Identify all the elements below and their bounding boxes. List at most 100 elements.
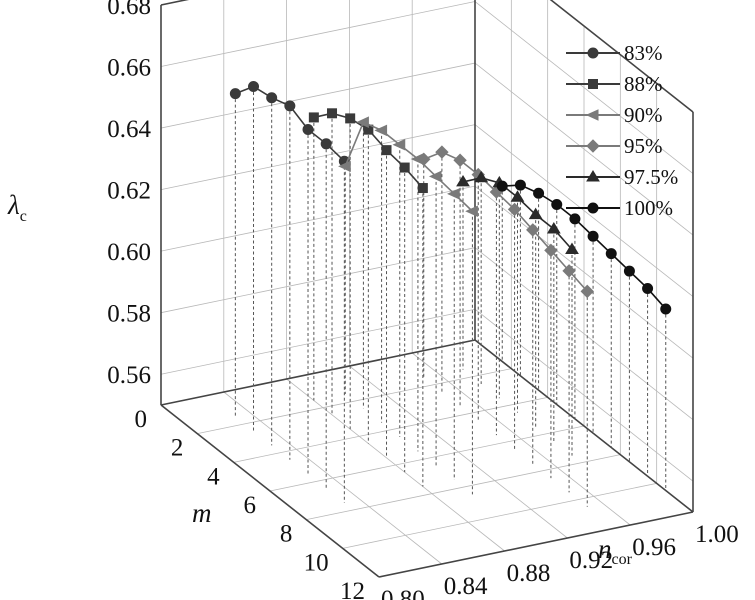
floor-grid-line bbox=[411, 352, 631, 526]
wall-grid-line bbox=[474, 247, 694, 421]
data-point bbox=[546, 222, 561, 234]
legend-label: 88% bbox=[624, 72, 663, 96]
data-point bbox=[453, 153, 467, 167]
legend-marker bbox=[588, 79, 598, 89]
data-point bbox=[642, 282, 654, 294]
data-point bbox=[327, 108, 338, 119]
floor-grid-line bbox=[197, 368, 512, 435]
frame-edge bbox=[474, 339, 694, 513]
floor-grid-line bbox=[233, 396, 548, 463]
z-tick-label: 0.56 bbox=[107, 362, 151, 389]
data-point bbox=[605, 248, 617, 260]
data-point bbox=[374, 124, 388, 137]
n-tick-label: 0.84 bbox=[444, 573, 488, 600]
data-point bbox=[308, 112, 319, 123]
m-tick-label: 12 bbox=[340, 578, 365, 600]
data-point bbox=[320, 138, 332, 150]
axis-labels: λc m ncor bbox=[7, 190, 633, 568]
data-point bbox=[587, 230, 599, 242]
floor-grid-line bbox=[269, 425, 585, 492]
data-point bbox=[465, 205, 478, 218]
data-point bbox=[392, 138, 406, 151]
wall-grid-line bbox=[160, 247, 476, 314]
wall-grid-line bbox=[160, 62, 476, 129]
legend-marker bbox=[586, 139, 600, 153]
frame-edge bbox=[160, 339, 476, 406]
z-axis-label: λc bbox=[7, 190, 27, 225]
data-point bbox=[428, 170, 442, 183]
data-point bbox=[528, 207, 543, 220]
data-point bbox=[266, 92, 278, 104]
floor-grid-line bbox=[223, 391, 443, 565]
chart-grid bbox=[160, 0, 694, 578]
data-point bbox=[356, 116, 369, 128]
data-point bbox=[496, 180, 508, 192]
data-point bbox=[456, 174, 470, 187]
data-point bbox=[565, 242, 579, 254]
data-point bbox=[229, 88, 241, 100]
data-point bbox=[533, 187, 545, 199]
data-point bbox=[551, 199, 563, 210]
frame-edge bbox=[549, 0, 694, 113]
series-group bbox=[229, 80, 672, 315]
data-point bbox=[435, 145, 449, 159]
data-point bbox=[345, 113, 356, 124]
n-axis-label: ncor bbox=[598, 534, 633, 568]
floor-grid-line bbox=[349, 365, 568, 539]
m-tick-label: 6 bbox=[244, 492, 257, 519]
data-point bbox=[447, 188, 460, 200]
chart-frame bbox=[160, 0, 694, 578]
frame-edge bbox=[160, 404, 380, 578]
z-tick-label: 0.64 bbox=[107, 116, 151, 143]
data-point bbox=[338, 160, 351, 173]
data-point bbox=[569, 213, 581, 225]
legend-label: 95% bbox=[624, 134, 663, 158]
z-tick-label: 0.66 bbox=[107, 55, 151, 82]
legend-label: 90% bbox=[624, 103, 663, 127]
legend-label: 97.5% bbox=[624, 165, 678, 189]
data-point bbox=[544, 243, 558, 258]
legend-marker bbox=[587, 202, 599, 214]
z-tick-label: 0.62 bbox=[107, 178, 151, 205]
wall-grid-line bbox=[160, 185, 476, 252]
wall-grid-line bbox=[160, 124, 476, 191]
data-point bbox=[399, 162, 410, 173]
floor-grid-line bbox=[342, 482, 657, 549]
data-point bbox=[284, 100, 296, 112]
data-point bbox=[660, 303, 672, 315]
z-tick-label: 0.60 bbox=[107, 239, 151, 266]
data-point bbox=[526, 223, 540, 237]
legend-label: 83% bbox=[624, 41, 663, 65]
drop-lines bbox=[234, 86, 667, 507]
z-tick-label: 0.68 bbox=[107, 0, 151, 20]
n-tick-label: 0.88 bbox=[507, 560, 551, 587]
legend-marker bbox=[587, 47, 599, 59]
floor-grid-line bbox=[306, 454, 621, 521]
frame-edge bbox=[160, 0, 190, 6]
data-point bbox=[514, 179, 526, 191]
legend-marker bbox=[586, 170, 600, 182]
m-tick-label: 4 bbox=[207, 463, 220, 490]
legend-label: 100% bbox=[624, 196, 673, 220]
data-point bbox=[302, 123, 314, 135]
m-tick-label: 2 bbox=[171, 435, 184, 462]
m-tick-label: 10 bbox=[304, 549, 329, 576]
n-tick-label: 0.96 bbox=[632, 534, 676, 561]
n-tick-label: 1.00 bbox=[695, 521, 739, 548]
wall-grid-line bbox=[160, 1, 476, 67]
wall-grid-line bbox=[474, 62, 694, 236]
legend-marker bbox=[585, 109, 599, 121]
z-tick-label: 0.58 bbox=[107, 301, 151, 328]
data-point bbox=[580, 284, 594, 299]
wall-grid-line bbox=[160, 308, 476, 375]
wall-grid-line bbox=[474, 124, 694, 297]
wall-grid-line bbox=[474, 185, 694, 359]
data-point bbox=[510, 190, 525, 202]
floor-grid-line bbox=[286, 378, 505, 552]
wall-grid-line bbox=[474, 308, 694, 482]
data-point bbox=[507, 202, 522, 217]
m-tick-label: 0 bbox=[135, 406, 148, 433]
data-point bbox=[474, 170, 489, 183]
